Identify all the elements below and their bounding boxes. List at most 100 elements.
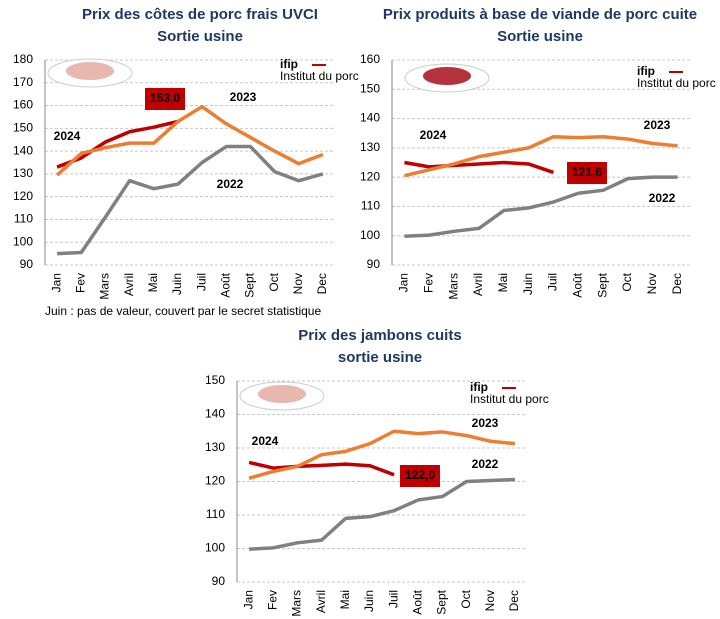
series-line <box>404 175 678 239</box>
y-tick-label: 160 <box>360 52 380 66</box>
value-label: 122,0 <box>405 468 435 482</box>
y-tick-label: 120 <box>13 189 33 203</box>
y-tick-label: 150 <box>205 373 225 387</box>
x-tick-label: Août <box>218 272 232 297</box>
y-tick-label: 90 <box>367 257 381 271</box>
x-tick-label: Jan <box>49 273 63 292</box>
chart-subtitle: Sortie usine <box>157 28 243 45</box>
meat <box>66 62 114 80</box>
x-tick-label: Juin <box>362 590 376 612</box>
series-line <box>248 477 515 551</box>
x-tick-label: Dec <box>315 273 329 294</box>
series-label: 2024 <box>420 128 447 142</box>
series-label: 2023 <box>644 118 671 132</box>
y-tick-label: 120 <box>360 169 380 183</box>
series-label: 2022 <box>217 177 244 191</box>
y-tick-label: 100 <box>13 234 33 248</box>
series-label: 2023 <box>472 416 499 430</box>
y-tick-label: 110 <box>14 212 33 226</box>
series-label: 2024 <box>252 434 279 448</box>
x-tick-label: Mai <box>338 590 352 609</box>
y-tick-label: 110 <box>206 507 225 521</box>
x-tick-label: Fev <box>421 273 435 293</box>
y-tick-label: 110 <box>361 199 380 213</box>
x-tick-label: Avril <box>122 273 136 296</box>
x-tick-label: Juil <box>194 273 208 291</box>
series-line <box>55 104 324 177</box>
y-tick-label: 100 <box>360 228 380 242</box>
x-tick-label: Nov <box>291 273 305 294</box>
y-tick-label: 130 <box>360 140 380 154</box>
x-tick-label: Dec <box>507 590 521 611</box>
x-tick-label: Sept <box>243 272 257 297</box>
series-line <box>56 119 179 169</box>
x-tick-label: Août <box>410 589 424 614</box>
x-tick-label: Mars <box>98 273 112 300</box>
series-line <box>248 460 395 477</box>
chart-title: Prix des côtes de porc frais UVCI <box>82 6 318 23</box>
x-tick-label: Jan <box>241 590 255 609</box>
y-tick-label: 90 <box>212 574 226 588</box>
series-line <box>404 160 554 175</box>
value-label-box <box>400 465 440 487</box>
x-tick-label: Jan <box>397 273 411 292</box>
series-line <box>404 134 678 178</box>
x-tick-label: Juin <box>521 273 535 295</box>
chart-title: Prix produits à base de viande de porc c… <box>383 6 697 23</box>
y-tick-label: 130 <box>13 166 33 180</box>
y-tick-label: 150 <box>13 121 33 135</box>
series-line <box>57 144 324 256</box>
y-tick-label: 140 <box>13 143 33 157</box>
y-tick-label: 160 <box>13 98 33 112</box>
value-label-box <box>145 88 185 110</box>
footnote: Juin : pas de valeur, couvert par le sec… <box>45 304 321 318</box>
x-tick-label: Nov <box>483 590 497 611</box>
logo-subtitle: Institut du porc <box>280 69 359 83</box>
series-label: 2022 <box>649 191 676 205</box>
x-tick-label: Avril <box>471 273 485 296</box>
x-tick-label: Sept <box>435 589 449 614</box>
x-tick-label: Mai <box>146 273 160 292</box>
x-tick-label: Fev <box>265 590 279 610</box>
y-tick-label: 140 <box>360 111 380 125</box>
series-label: 2022 <box>472 457 499 471</box>
y-tick-label: 150 <box>360 81 380 95</box>
logo: ifip <box>280 57 298 71</box>
x-tick-label: Dec <box>670 273 684 294</box>
x-tick-label: Juil <box>546 273 560 291</box>
x-tick-label: Oct <box>620 272 634 291</box>
series-label: 2024 <box>54 129 81 143</box>
x-tick-label: Avril <box>314 590 328 613</box>
series-line <box>248 429 516 480</box>
x-tick-label: Août <box>570 272 584 297</box>
value-label: 121,6 <box>572 165 602 179</box>
y-tick-label: 120 <box>205 474 225 488</box>
x-tick-label: Oct <box>267 272 281 291</box>
logo-subtitle: Institut du porc <box>470 392 549 406</box>
x-tick-label: Mars <box>446 273 460 300</box>
chart-subtitle: Sortie usine <box>497 28 583 45</box>
x-tick-label: Juin <box>170 273 184 295</box>
x-tick-label: Mai <box>496 273 510 292</box>
y-tick-label: 130 <box>205 440 225 454</box>
meat <box>258 385 306 403</box>
series-label: 2023 <box>230 90 257 104</box>
x-tick-label: Oct <box>459 589 473 608</box>
x-tick-label: Sept <box>595 272 609 297</box>
y-tick-label: 170 <box>13 75 33 89</box>
y-tick-label: 180 <box>13 52 33 66</box>
value-label-box <box>567 162 607 184</box>
x-tick-label: Mars <box>290 590 304 617</box>
x-tick-label: Nov <box>645 273 659 294</box>
logo: ifip <box>637 64 655 78</box>
x-tick-label: Fev <box>73 273 87 293</box>
logo: ifip <box>470 380 488 394</box>
y-tick-label: 100 <box>205 541 225 555</box>
chart-subtitle: sortie usine <box>338 349 422 366</box>
chart-title: Prix des jambons cuits <box>298 327 461 344</box>
y-tick-label: 140 <box>205 407 225 421</box>
logo-subtitle: Institut du porc <box>637 76 716 90</box>
y-tick-label: 90 <box>20 257 34 271</box>
value-label: 153,0 <box>150 91 180 105</box>
